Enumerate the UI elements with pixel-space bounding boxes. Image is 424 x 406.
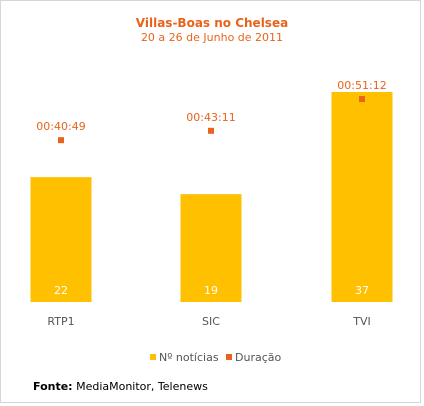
source-note: Fonte: MediaMonitor, Telenews <box>33 380 208 393</box>
duration-label-rtp1: 00:40:49 <box>36 120 85 133</box>
category-label-tvi: TVI <box>352 315 371 328</box>
chart-title: Villas-Boas no Chelsea <box>136 16 288 30</box>
duration-point-sic <box>208 127 214 134</box>
duration-point-tvi <box>359 96 365 102</box>
legend: Nº notícias Duração <box>150 351 281 364</box>
legend-label-noticias: Nº notícias <box>159 351 219 364</box>
bar-sic <box>180 194 242 302</box>
category-label-rtp1: RTP1 <box>47 315 74 328</box>
bar-rtp1 <box>30 177 92 302</box>
category-label-sic: SIC <box>202 315 220 328</box>
source-text: MediaMonitor, Telenews <box>76 380 208 393</box>
bar-value-label-rtp1: 22 <box>54 284 68 297</box>
legend-swatch-noticias <box>150 354 156 360</box>
bar-tvi <box>331 92 393 302</box>
bar-value-label-tvi: 37 <box>355 284 369 297</box>
legend-label-duracao: Duração <box>235 351 281 364</box>
duration-point-rtp1 <box>58 137 64 144</box>
duration-label-sic: 00:43:11 <box>186 111 235 124</box>
legend-swatch-duracao <box>226 354 232 360</box>
bar-value-label-sic: 19 <box>204 284 218 297</box>
chart-subtitle: 20 a 26 de Junho de 2011 <box>141 31 283 44</box>
source-label: Fonte: <box>33 380 73 393</box>
duration-label-tvi: 00:51:12 <box>337 79 386 92</box>
